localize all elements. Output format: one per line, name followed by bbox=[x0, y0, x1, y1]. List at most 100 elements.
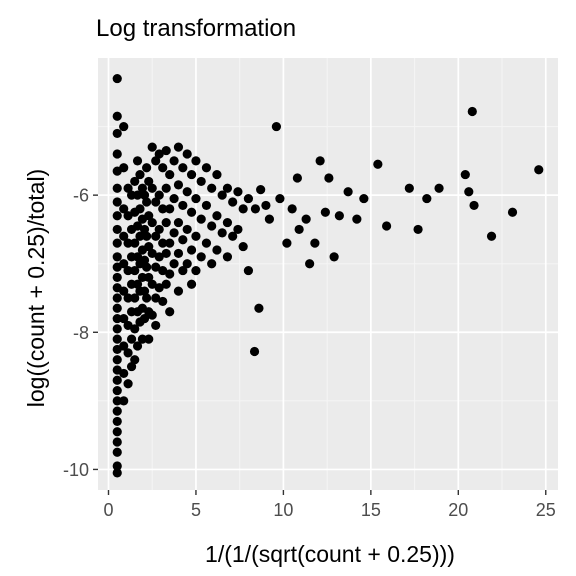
data-point bbox=[196, 176, 206, 187]
data-point bbox=[151, 231, 161, 241]
data-point bbox=[201, 238, 212, 248]
data-point bbox=[329, 252, 339, 262]
data-point bbox=[191, 156, 201, 166]
data-point bbox=[142, 163, 152, 173]
data-point bbox=[169, 228, 179, 238]
data-point bbox=[119, 396, 129, 406]
data-point bbox=[191, 231, 201, 241]
data-point bbox=[264, 214, 275, 224]
data-point bbox=[112, 128, 122, 139]
data-point bbox=[256, 185, 266, 195]
data-point bbox=[207, 183, 217, 193]
data-point bbox=[151, 156, 161, 166]
data-point bbox=[334, 211, 344, 221]
data-point bbox=[112, 73, 122, 84]
data-point bbox=[123, 183, 133, 193]
data-point bbox=[112, 447, 122, 457]
data-point bbox=[137, 272, 148, 283]
data-point bbox=[165, 204, 175, 214]
data-point bbox=[147, 183, 157, 193]
data-point bbox=[123, 238, 133, 248]
data-point bbox=[469, 200, 479, 211]
data-point bbox=[112, 238, 122, 248]
data-point bbox=[112, 396, 122, 406]
data-point bbox=[132, 156, 143, 166]
data-point bbox=[126, 361, 137, 372]
data-point bbox=[320, 207, 330, 217]
data-point bbox=[119, 368, 129, 379]
data-point bbox=[158, 238, 168, 248]
data-point bbox=[126, 334, 137, 344]
data-point bbox=[135, 204, 145, 214]
chart-title: Log transformation bbox=[96, 15, 296, 42]
y-tick-label: -6 bbox=[73, 186, 89, 206]
data-point bbox=[147, 142, 157, 152]
data-point bbox=[422, 193, 432, 204]
data-point bbox=[119, 231, 129, 241]
data-point bbox=[112, 197, 122, 207]
data-point bbox=[165, 238, 175, 248]
data-point bbox=[165, 307, 175, 317]
data-point bbox=[130, 176, 140, 187]
data-point bbox=[228, 197, 238, 207]
data-point bbox=[191, 193, 201, 204]
data-point bbox=[182, 224, 192, 235]
data-point bbox=[201, 163, 212, 173]
data-point bbox=[112, 224, 122, 235]
data-point bbox=[147, 279, 157, 289]
data-point bbox=[233, 187, 243, 197]
data-point bbox=[507, 207, 518, 217]
data-point bbox=[135, 231, 145, 241]
data-point bbox=[292, 173, 302, 183]
data-point bbox=[271, 121, 282, 132]
data-point bbox=[112, 293, 122, 303]
data-point bbox=[178, 235, 188, 245]
data-point bbox=[178, 163, 188, 173]
data-point bbox=[169, 156, 179, 166]
data-point bbox=[261, 200, 271, 211]
data-point bbox=[158, 296, 168, 307]
data-point bbox=[135, 169, 145, 180]
data-point bbox=[217, 190, 227, 200]
data-point bbox=[112, 406, 122, 416]
data-point bbox=[254, 303, 264, 313]
data-point bbox=[119, 313, 129, 324]
data-point bbox=[381, 221, 392, 231]
data-point bbox=[161, 145, 171, 156]
data-point bbox=[464, 187, 474, 197]
data-point bbox=[186, 207, 197, 217]
data-point bbox=[191, 265, 201, 276]
data-point bbox=[119, 259, 129, 269]
data-point bbox=[173, 286, 184, 296]
data-point bbox=[147, 248, 157, 259]
data-point bbox=[186, 245, 197, 255]
data-point bbox=[147, 217, 157, 228]
x-tick-label: 25 bbox=[536, 500, 556, 520]
data-point bbox=[130, 238, 140, 248]
x-tick-label: 20 bbox=[448, 500, 468, 520]
data-point bbox=[282, 238, 292, 248]
data-point bbox=[222, 217, 233, 228]
x-tick-label: 0 bbox=[103, 500, 113, 520]
data-point bbox=[173, 248, 184, 259]
data-point bbox=[294, 224, 304, 235]
data-point bbox=[142, 231, 152, 241]
x-tick-label: 5 bbox=[191, 500, 201, 520]
data-point bbox=[169, 193, 179, 204]
data-point bbox=[250, 204, 261, 214]
data-point bbox=[182, 259, 192, 269]
data-point bbox=[486, 231, 497, 241]
data-point bbox=[201, 200, 212, 211]
data-point bbox=[324, 173, 334, 183]
data-point bbox=[534, 165, 544, 175]
data-point bbox=[186, 279, 197, 289]
data-point bbox=[119, 204, 129, 214]
data-point bbox=[228, 231, 238, 241]
data-point bbox=[144, 176, 154, 187]
data-point bbox=[359, 193, 369, 204]
data-point bbox=[123, 265, 133, 276]
y-axis-title: log((count + 0.25)/total) bbox=[23, 169, 49, 407]
x-axis-ticks: 0 5 10 15 20 25 bbox=[103, 490, 556, 520]
data-point bbox=[112, 313, 122, 324]
data-point bbox=[119, 341, 129, 351]
